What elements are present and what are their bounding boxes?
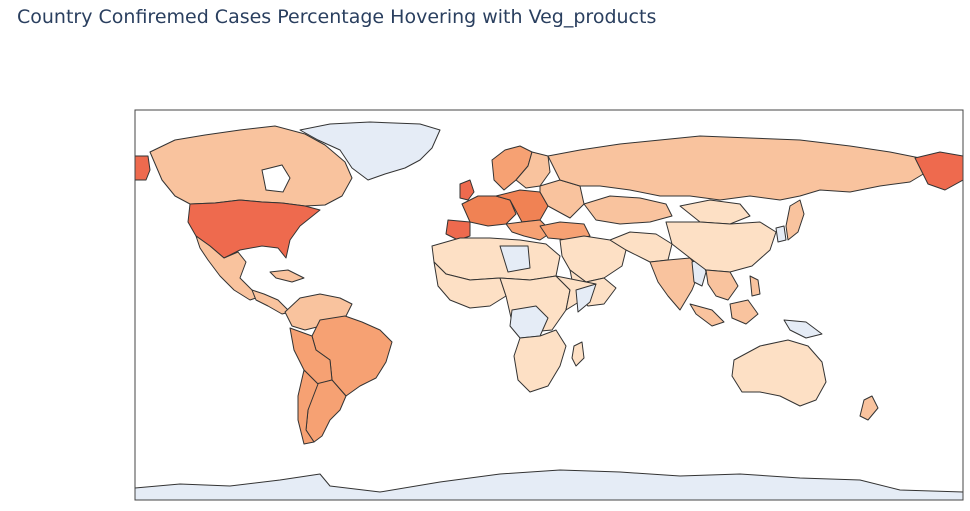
cuba[interactable] (269, 269, 305, 283)
russia[interactable] (547, 135, 931, 201)
southeast-asia[interactable] (705, 269, 739, 301)
hudson-bay (261, 164, 291, 193)
western-europe[interactable] (461, 195, 517, 227)
antarctica[interactable] (135, 469, 963, 500)
australia[interactable] (731, 339, 827, 407)
new-zealand[interactable] (859, 395, 879, 421)
korea[interactable] (775, 225, 787, 243)
papua[interactable] (783, 319, 823, 339)
map-frame-border (134, 109, 964, 501)
southern-africa[interactable] (513, 329, 567, 393)
japan[interactable] (785, 199, 805, 241)
central-europe[interactable] (495, 189, 549, 223)
alaska-west[interactable] (135, 155, 151, 181)
india[interactable] (649, 257, 701, 311)
north-africa[interactable] (431, 237, 561, 281)
uk[interactable] (459, 179, 475, 201)
greenland[interactable] (299, 121, 441, 181)
indonesia-west[interactable] (689, 303, 725, 327)
china[interactable] (665, 221, 777, 273)
chart-title: Country Confiremed Cases Percentage Hove… (17, 6, 657, 28)
finland-baltics[interactable] (515, 151, 551, 189)
middle-east[interactable] (559, 235, 627, 283)
russia-east[interactable] (914, 151, 963, 191)
somalia[interactable] (575, 283, 597, 313)
madagascar[interactable] (571, 341, 585, 367)
philippines[interactable] (749, 275, 761, 297)
libya[interactable] (499, 245, 531, 273)
iran-afghanistan[interactable] (609, 231, 673, 263)
west-africa[interactable] (433, 261, 507, 309)
turkey[interactable] (539, 221, 591, 241)
borneo[interactable] (729, 299, 759, 325)
chile[interactable] (297, 369, 319, 445)
italy-balkans[interactable] (505, 219, 553, 241)
kazakhstan[interactable] (583, 195, 673, 225)
